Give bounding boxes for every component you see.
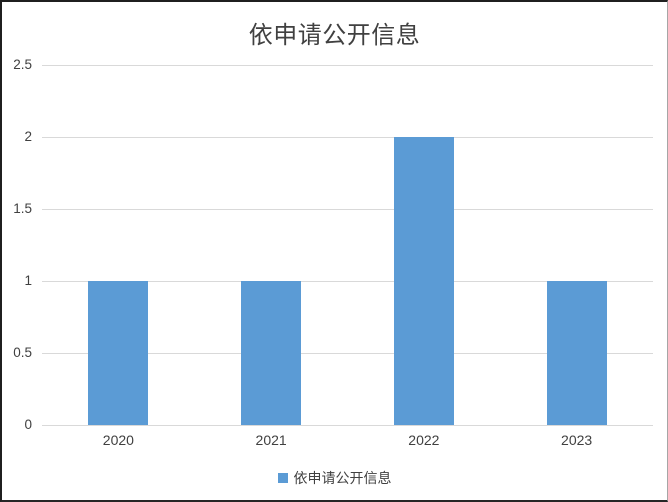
legend-swatch-icon <box>277 473 288 483</box>
bar-2021 <box>241 281 302 425</box>
gridline <box>42 352 653 354</box>
bar-2023 <box>546 281 607 425</box>
y-axis-tick-label: 2.5 <box>13 57 32 72</box>
y-axis-tick-label: 2 <box>24 129 32 144</box>
gridline <box>42 424 653 426</box>
y-axis-tick-label: 1.5 <box>13 201 32 216</box>
y-axis-tick-label: 1 <box>24 273 32 288</box>
bar-2022 <box>393 137 454 425</box>
gridline <box>42 136 653 138</box>
y-axis-tick-label: 0 <box>24 417 32 432</box>
gridline <box>42 208 653 210</box>
x-axis-tick-label: 2022 <box>408 432 440 448</box>
x-axis-tick-label: 2020 <box>102 432 134 448</box>
gridline <box>42 280 653 282</box>
x-axis-tick-label: 2021 <box>255 432 287 448</box>
bar-2020 <box>88 281 149 425</box>
legend: 依申请公开信息 <box>2 468 667 488</box>
y-axis-tick-label: 0.5 <box>13 345 32 360</box>
gridline <box>42 64 653 66</box>
chart-title: 依申请公开信息 <box>248 22 421 49</box>
legend-label[interactable]: 依申请公开信息 <box>293 470 392 486</box>
x-axis-tick-label: 2023 <box>561 432 593 448</box>
